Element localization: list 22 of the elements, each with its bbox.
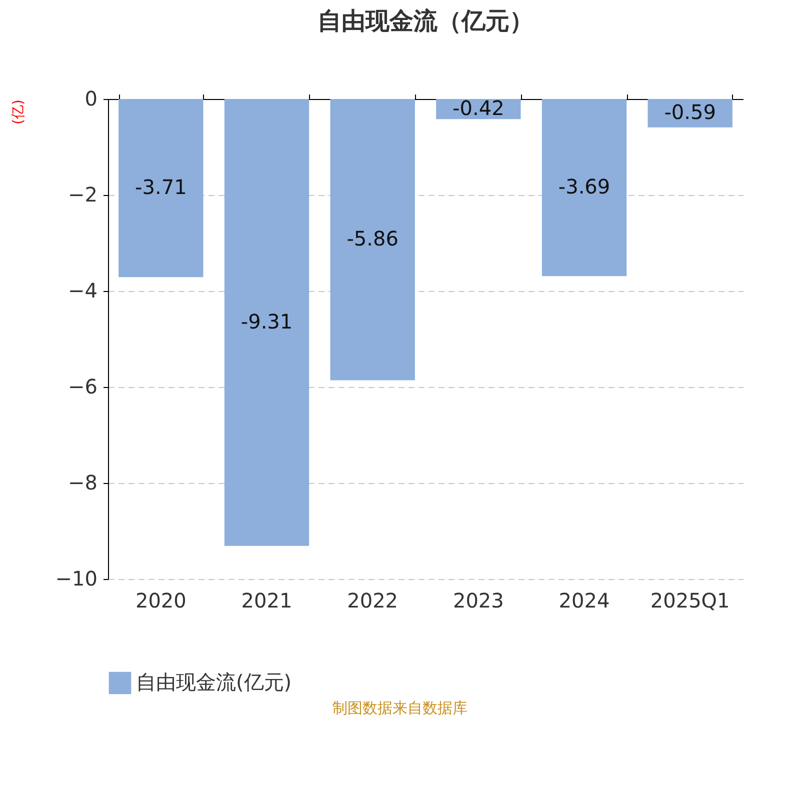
text: 制图数据来自数据库 [332,699,468,718]
y-tick-label: −2 [68,182,98,206]
data-label: -9.31 [240,309,293,334]
x-tick-label: 2025Q1 [650,588,730,612]
x-tick-label: 2024 [558,588,610,612]
data-label: -0.42 [452,96,504,120]
x-tick-label: 2023 [452,588,504,612]
y-tick-label: 0 [84,86,98,110]
x-tick-label: 2020 [135,588,186,612]
y-tick-label: −6 [68,374,98,398]
data-label: -0.59 [664,100,716,124]
x-tick-label: 2022 [347,588,398,612]
x-tick-label: 2021 [241,588,292,612]
chart-title: 自由现金流（亿元） [318,7,534,35]
data-label: -3.69 [558,174,610,199]
y-axis-title: (亿) [10,100,26,124]
data-label: -5.86 [346,226,398,251]
y-tick-label: −10 [55,566,98,590]
y-tick-label: −8 [68,470,98,494]
y-tick-label: −4 [68,278,98,302]
data-label: -3.71 [135,175,187,200]
legend-label: 自由现金流(亿元) [136,670,292,694]
